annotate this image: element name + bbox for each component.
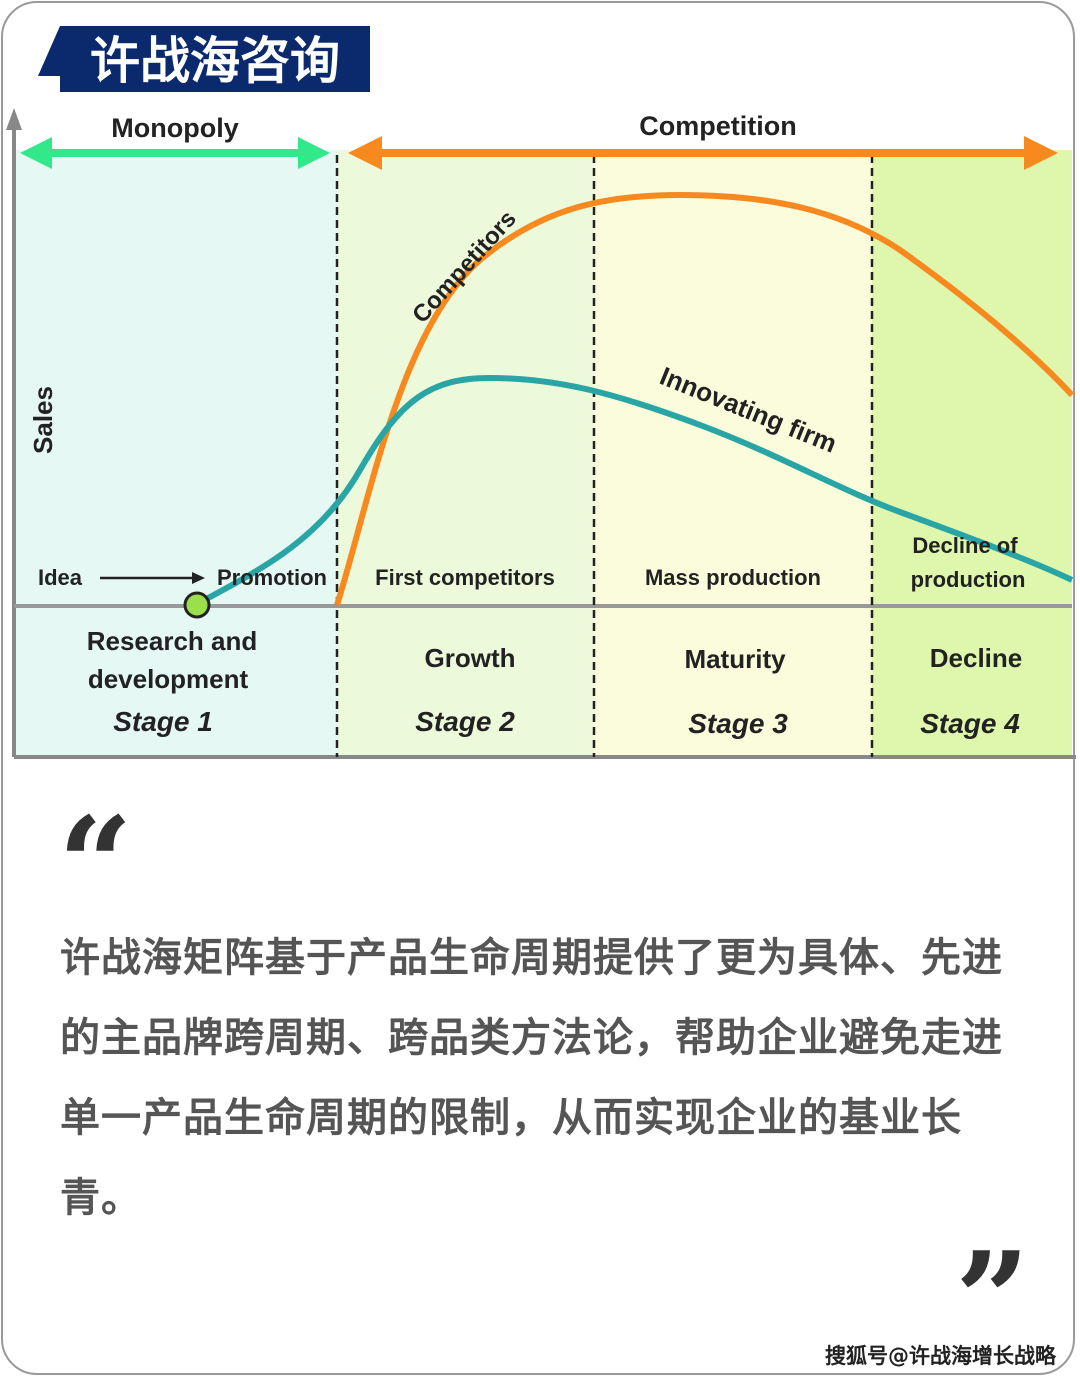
close-quote-icon: ”: [955, 1223, 1030, 1376]
idea-arrow-head-icon: [192, 572, 205, 584]
monopoly-arrow: [20, 137, 330, 169]
stage2-name: Growth: [425, 643, 516, 673]
competition-arrow: [348, 136, 1058, 170]
stage1-name-line2: development: [88, 664, 249, 694]
product-life-cycle-diagram: 许战海咨询 Monopoly Competition Sales Competi…: [6, 26, 1076, 759]
decline-of-production-label-line1: Decline of: [912, 533, 1018, 558]
y-axis-arrow-icon: [6, 108, 22, 130]
logo: 许战海咨询: [38, 26, 370, 92]
stage1-name-line1: Research and: [87, 626, 258, 656]
stage3-name: Maturity: [684, 644, 786, 674]
stage4-label: Stage 4: [920, 708, 1020, 739]
stage3-background: [594, 150, 872, 756]
monopoly-label: Monopoly: [111, 113, 238, 143]
first-competitors-label: First competitors: [375, 565, 555, 590]
competitors-curve: [334, 191, 1075, 606]
stage-dividers: [335, 155, 874, 757]
stage1-label: Stage 1: [113, 706, 213, 737]
stage4-name: Decline: [930, 643, 1023, 673]
mass-production-label: Mass production: [645, 565, 821, 590]
watermark: 搜狐号@许战海增长战略: [825, 1344, 1056, 1368]
quote-text: 许战海矩阵基于产品生命周期提供了更为具体、先进的主品牌跨周期、跨品类方法论，帮助…: [60, 935, 1003, 1221]
open-quote-icon: “: [58, 788, 133, 941]
idea-start-point: [183, 591, 211, 619]
y-axis-label: Sales: [28, 386, 58, 454]
logo-text: 许战海咨询: [90, 33, 340, 89]
stage2-label: Stage 2: [415, 706, 515, 737]
promotion-label: Promotion: [217, 565, 327, 590]
stage1-background: [14, 150, 337, 756]
idea-label: Idea: [38, 565, 83, 590]
competition-label: Competition: [639, 111, 796, 141]
decline-of-production-label-line2: production: [911, 567, 1026, 592]
stage3-label: Stage 3: [688, 708, 788, 739]
innovating-firm-curve: [195, 374, 1074, 607]
